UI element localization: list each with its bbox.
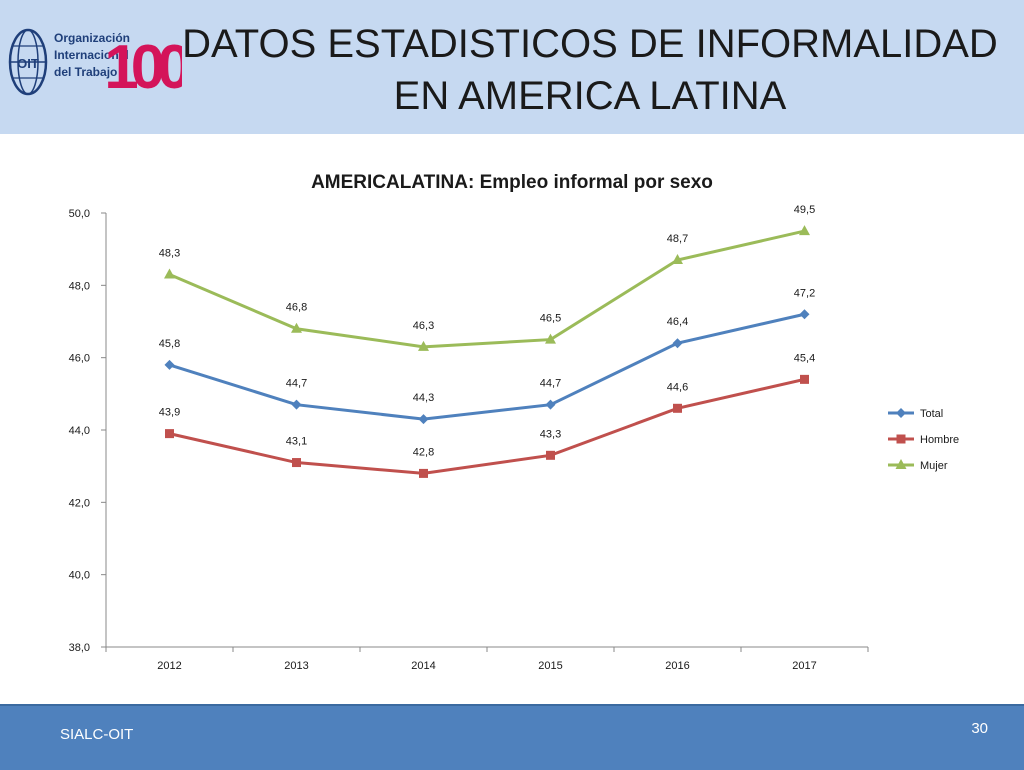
data-label-total: 46,4 [667, 316, 688, 328]
x-tick-label: 2016 [665, 660, 689, 672]
data-label-mujer: 49,5 [794, 204, 815, 216]
page-number: 30 [971, 720, 988, 737]
data-label-total: 45,8 [159, 338, 180, 350]
data-label-mujer: 48,3 [159, 247, 180, 259]
chart-area: AMERICALATINA: Empleo informal por sexo 3… [0, 150, 1024, 690]
series-line-mujer [168, 229, 805, 349]
point-total [164, 359, 175, 370]
y-tick-label: 46,0 [69, 353, 90, 365]
legend-marker-total [896, 408, 906, 418]
series-line-hombre [169, 377, 805, 475]
oit-name: Organización Internacional del Trabajo [54, 30, 130, 81]
point-total [291, 399, 302, 410]
chart-title: AMERICALATINA: Empleo informal por sexo [311, 172, 713, 193]
data-label-hombre: 43,1 [286, 436, 307, 448]
point-total [545, 399, 556, 410]
oit-name-line2: Internacional [54, 48, 129, 62]
series-line-total [169, 312, 805, 421]
point-mujer [799, 225, 810, 236]
line-chart: AMERICALATINA: Empleo informal por sexo 3… [69, 172, 960, 672]
data-label-hombre: 42,8 [413, 446, 434, 458]
footer-source: SIALC-OIT [60, 726, 134, 743]
data-label-mujer: 46,3 [413, 320, 434, 332]
x-tick-label: 2014 [411, 660, 435, 672]
point-mujer [545, 333, 556, 344]
oit-name-line1: Organización [54, 31, 131, 45]
y-tick-label: 48,0 [69, 280, 90, 292]
data-label-hombre: 44,6 [667, 381, 688, 393]
legend-marker-hombre [896, 434, 906, 444]
data-label-hombre: 43,9 [159, 407, 180, 419]
oit-globe-icon: OIT [8, 28, 48, 96]
legend-label-mujer: Mujer [920, 460, 948, 472]
point-total [418, 414, 429, 425]
data-label-hombre: 45,4 [794, 352, 815, 364]
x-tick-label: 2012 [157, 660, 181, 672]
point-mujer [164, 268, 175, 279]
oit-logo: OIT Organización Internacional del Traba… [8, 22, 182, 106]
point-total [799, 309, 810, 320]
centenary-logo: 100 [108, 33, 182, 102]
data-label-total: 47,2 [794, 287, 815, 299]
legend-label-total: Total [920, 408, 943, 420]
y-tick-label: 42,0 [69, 497, 90, 509]
oit-mark: OIT [17, 56, 39, 71]
point-mujer [418, 340, 429, 351]
point-total [672, 338, 683, 349]
point-hombre [292, 458, 301, 468]
centenary-mark: 100 [108, 33, 182, 102]
data-label-mujer: 46,8 [286, 302, 307, 314]
y-tick-label: 50,0 [69, 208, 90, 220]
x-tick-label: 2013 [284, 660, 308, 672]
page-title: DATOS ESTADISTICOS DE INFORMALIDAD EN AM… [182, 22, 998, 118]
y-tick-label: 40,0 [69, 570, 90, 582]
data-label-mujer: 48,7 [667, 233, 688, 245]
footer-bar: SIALC-OIT 30 [0, 704, 1024, 770]
point-mujer [672, 254, 683, 265]
x-tick-label: 2017 [792, 660, 816, 672]
point-hombre [419, 468, 428, 478]
data-label-total: 44,7 [540, 378, 561, 390]
data-label-total: 44,3 [413, 392, 434, 404]
point-hombre [673, 403, 682, 413]
legend-marker-mujer [895, 459, 907, 469]
point-mujer [291, 322, 302, 333]
y-tick-label: 38,0 [69, 642, 90, 654]
header-bar: OIT Organización Internacional del Traba… [0, 0, 1024, 134]
legend-label-hombre: Hombre [920, 434, 959, 446]
oit-name-line3: del Trabajo [54, 65, 118, 79]
y-tick-label: 44,0 [69, 425, 90, 437]
data-label-hombre: 43,3 [540, 428, 561, 440]
x-tick-label: 2015 [538, 660, 562, 672]
data-label-total: 44,7 [286, 378, 307, 390]
point-hombre [800, 374, 809, 384]
data-label-mujer: 46,5 [540, 313, 561, 325]
point-hombre [165, 429, 174, 439]
point-hombre [546, 450, 555, 460]
